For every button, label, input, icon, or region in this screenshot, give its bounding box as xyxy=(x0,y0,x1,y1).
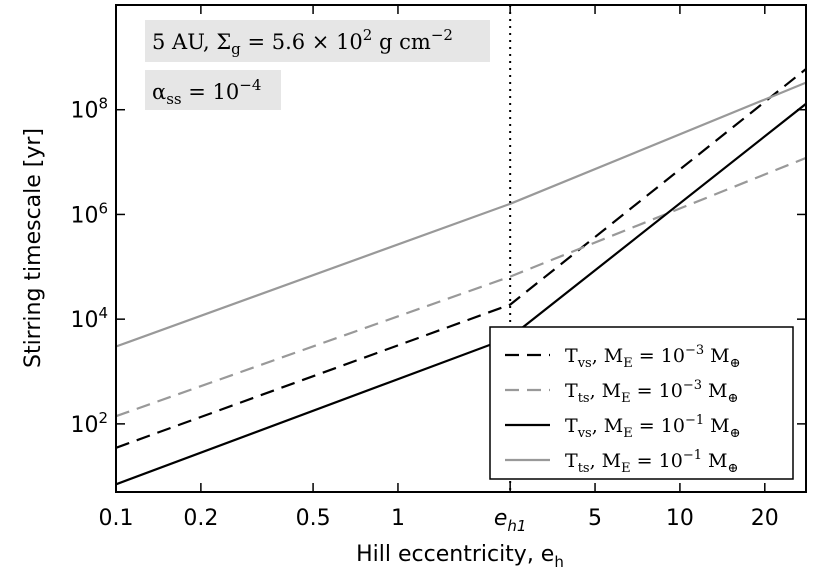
series-line-1 xyxy=(116,68,806,449)
legend-label-2: Tts, ME = 10−3 M⊕ xyxy=(565,378,738,406)
legend-label-1: Tvs, ME = 10−3 M⊕ xyxy=(565,343,741,371)
x-tick-label-5: eh1 xyxy=(494,506,527,535)
y-tick-label-2: 104 xyxy=(70,304,108,333)
y-tick-label-1: 102 xyxy=(70,409,108,438)
series-line-2 xyxy=(116,156,806,418)
x-tick-label-3: 0.5 xyxy=(296,506,331,531)
axis-ticks: 0.1 0.2 0.5 1 eh1 5 10 20 102 104 106 108 xyxy=(70,5,806,535)
x-tick-label-4: 1 xyxy=(391,506,405,531)
x-tick-label-6: 5 xyxy=(588,506,602,531)
y-axis-label: Stirring timescale [yr] xyxy=(21,128,46,368)
annotation-alpha: αss = 10−4 xyxy=(152,76,261,108)
annotation-box-alpha xyxy=(145,70,281,110)
legend-frame xyxy=(489,326,794,480)
x-axis-label: Hill eccentricity, eh xyxy=(356,542,564,571)
legend-label-3: Tvs, ME = 10−1 M⊕ xyxy=(565,413,741,441)
annotation-box-disk xyxy=(145,20,490,62)
x-tick-label-2: 0.2 xyxy=(183,506,218,531)
annotation-disk-parameters: 5 AU, Σg = 5.6 × 102 g cm−2 xyxy=(152,26,453,58)
plot-frame xyxy=(115,4,807,493)
series-line-4 xyxy=(116,81,806,348)
y-tick-label-4: 108 xyxy=(70,95,108,124)
x-tick-label-7: 10 xyxy=(666,506,694,531)
y-tick-label-3: 106 xyxy=(70,199,108,228)
x-tick-label-1: 0.1 xyxy=(99,506,134,531)
legend: Tvs, ME = 10−3 M⊕ Tts, ME = 10−3 M⊕ Tvs, M… xyxy=(489,326,794,480)
legend-label-4: Tts, ME = 10−1 M⊕ xyxy=(565,448,738,476)
x-tick-label-8: 20 xyxy=(751,506,779,531)
